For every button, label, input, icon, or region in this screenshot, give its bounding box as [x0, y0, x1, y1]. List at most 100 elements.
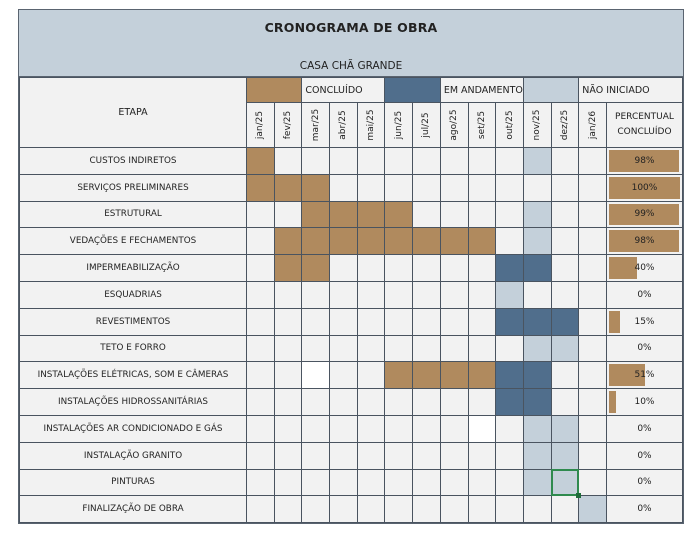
- schedule-cell[interactable]: [578, 200, 607, 229]
- schedule-cell[interactable]: [329, 227, 358, 256]
- schedule-cell[interactable]: [550, 388, 580, 416]
- schedule-cell[interactable]: [550, 495, 580, 524]
- schedule-cell[interactable]: [439, 307, 469, 336]
- schedule-cell[interactable]: [329, 254, 358, 282]
- schedule-cell[interactable]: [329, 200, 358, 229]
- percent-cell[interactable]: 15%: [605, 307, 684, 336]
- stage-name[interactable]: IMPERMEABILIZAÇÃO: [18, 254, 248, 282]
- schedule-cell[interactable]: [550, 307, 580, 336]
- schedule-cell[interactable]: [495, 227, 524, 256]
- schedule-cell[interactable]: [412, 254, 441, 282]
- month-header[interactable]: dez/25: [550, 102, 580, 148]
- schedule-cell[interactable]: [384, 361, 414, 390]
- schedule-cell[interactable]: [246, 441, 275, 470]
- schedule-cell[interactable]: [273, 334, 303, 363]
- stage-name[interactable]: PINTURAS: [18, 468, 248, 497]
- schedule-cell[interactable]: [329, 334, 358, 363]
- schedule-cell[interactable]: [495, 254, 524, 282]
- schedule-cell[interactable]: [273, 361, 303, 390]
- schedule-cell[interactable]: [522, 468, 552, 497]
- schedule-cell[interactable]: [578, 388, 607, 416]
- schedule-cell[interactable]: [578, 361, 607, 390]
- legend-swatch-nao-iniciado[interactable]: [522, 77, 580, 103]
- stage-name[interactable]: VEDAÇÕES E FECHAMENTOS: [18, 227, 248, 256]
- percent-cell[interactable]: 0%: [605, 468, 684, 497]
- schedule-cell[interactable]: [384, 414, 414, 443]
- schedule-cell[interactable]: [439, 441, 469, 470]
- schedule-cell[interactable]: [301, 280, 331, 309]
- schedule-cell[interactable]: [329, 414, 358, 443]
- schedule-cell[interactable]: [356, 254, 386, 282]
- stage-name[interactable]: INSTALAÇÕES HIDROSSANITÁRIAS: [18, 388, 248, 416]
- schedule-cell[interactable]: [356, 147, 386, 175]
- schedule-cell[interactable]: [273, 200, 303, 229]
- percent-cell[interactable]: 99%: [605, 200, 684, 229]
- schedule-cell[interactable]: [495, 495, 524, 524]
- schedule-cell[interactable]: [467, 254, 497, 282]
- percent-cell[interactable]: 98%: [605, 147, 684, 175]
- schedule-cell[interactable]: [301, 414, 331, 443]
- percent-cell[interactable]: 0%: [605, 280, 684, 309]
- stage-name[interactable]: FINALIZAÇÃO DE OBRA: [18, 495, 248, 524]
- schedule-cell[interactable]: [412, 414, 441, 443]
- schedule-cell[interactable]: [467, 495, 497, 524]
- stage-name[interactable]: ESTRUTURAL: [18, 200, 248, 229]
- schedule-cell[interactable]: [412, 468, 441, 497]
- schedule-cell[interactable]: [246, 173, 275, 202]
- schedule-cell[interactable]: [550, 280, 580, 309]
- month-header[interactable]: nov/25: [522, 102, 552, 148]
- schedule-cell[interactable]: [578, 307, 607, 336]
- schedule-cell[interactable]: [495, 147, 524, 175]
- schedule-cell[interactable]: [329, 441, 358, 470]
- schedule-cell[interactable]: [246, 361, 275, 390]
- schedule-cell[interactable]: [522, 280, 552, 309]
- schedule-cell[interactable]: [467, 441, 497, 470]
- stage-name[interactable]: INSTALAÇÕES ELÉTRICAS, SOM E CÂMERAS: [18, 361, 248, 390]
- percent-cell[interactable]: 0%: [605, 414, 684, 443]
- schedule-cell[interactable]: [495, 388, 524, 416]
- schedule-cell[interactable]: [550, 334, 580, 363]
- schedule-cell[interactable]: [467, 280, 497, 309]
- month-header[interactable]: mai/25: [356, 102, 386, 148]
- etapa-header[interactable]: ETAPA: [18, 77, 248, 148]
- schedule-cell[interactable]: [329, 361, 358, 390]
- schedule-cell[interactable]: [412, 227, 441, 256]
- schedule-cell[interactable]: [273, 388, 303, 416]
- schedule-cell[interactable]: [273, 495, 303, 524]
- schedule-cell[interactable]: [384, 468, 414, 497]
- schedule-cell[interactable]: [439, 495, 469, 524]
- schedule-cell[interactable]: [439, 254, 469, 282]
- schedule-cell[interactable]: [495, 334, 524, 363]
- percent-cell[interactable]: 100%: [605, 173, 684, 202]
- schedule-cell[interactable]: [550, 173, 580, 202]
- legend-swatch-concluido[interactable]: [246, 77, 303, 103]
- schedule-cell[interactable]: [301, 307, 331, 336]
- schedule-cell[interactable]: [356, 441, 386, 470]
- schedule-cell[interactable]: [301, 173, 331, 202]
- schedule-cell[interactable]: [467, 334, 497, 363]
- schedule-cell[interactable]: [439, 468, 469, 497]
- schedule-cell[interactable]: [273, 254, 303, 282]
- month-header[interactable]: set/25: [467, 102, 497, 148]
- percent-header[interactable]: PERCENTUAL CONCLUÍDO: [605, 102, 684, 148]
- schedule-cell[interactable]: [273, 468, 303, 497]
- schedule-cell[interactable]: [356, 495, 386, 524]
- schedule-cell[interactable]: [550, 441, 580, 470]
- schedule-cell[interactable]: [356, 468, 386, 497]
- schedule-cell[interactable]: [467, 468, 497, 497]
- month-header[interactable]: jan/26: [578, 102, 607, 148]
- schedule-cell[interactable]: [246, 388, 275, 416]
- schedule-cell[interactable]: [495, 200, 524, 229]
- percent-cell[interactable]: 0%: [605, 495, 684, 524]
- month-header[interactable]: jan/25: [246, 102, 275, 148]
- schedule-cell[interactable]: [467, 173, 497, 202]
- schedule-cell[interactable]: [522, 307, 552, 336]
- schedule-cell[interactable]: [273, 147, 303, 175]
- schedule-cell[interactable]: [467, 200, 497, 229]
- schedule-cell[interactable]: [273, 280, 303, 309]
- schedule-cell[interactable]: [246, 334, 275, 363]
- schedule-cell[interactable]: [301, 254, 331, 282]
- schedule-cell[interactable]: [384, 495, 414, 524]
- schedule-cell[interactable]: [301, 227, 331, 256]
- legend-label-concluido[interactable]: CONCLUÍDO: [301, 77, 386, 103]
